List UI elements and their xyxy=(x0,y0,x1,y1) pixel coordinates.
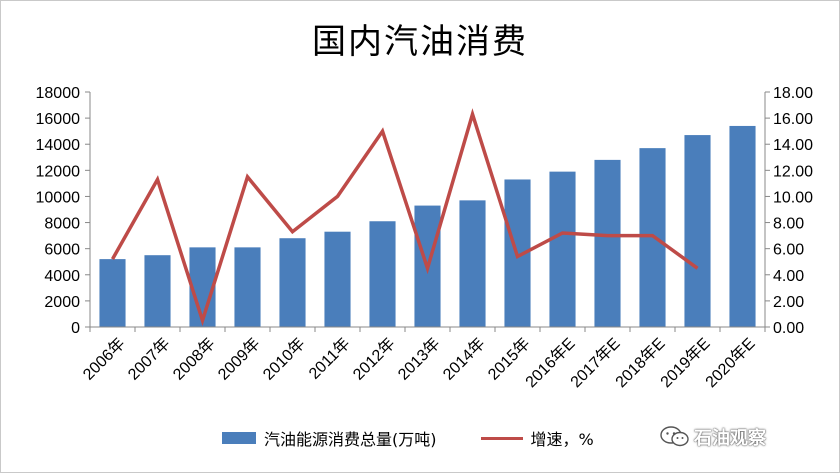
right-tick-label: 8.00 xyxy=(773,216,804,233)
right-tick-label: 6.00 xyxy=(773,242,804,259)
x-tick-label: 2008年 xyxy=(169,334,218,383)
left-tick-label: 2000 xyxy=(44,294,80,311)
x-tick-label: 2009年 xyxy=(214,334,263,383)
x-tick-label: 2020年E xyxy=(702,334,759,391)
left-tick-label: 10000 xyxy=(36,189,81,206)
bar xyxy=(729,125,756,327)
x-tick-label: 2013年 xyxy=(394,334,443,383)
left-tick-label: 12000 xyxy=(36,163,81,180)
legend-bar-swatch xyxy=(222,432,256,444)
right-tick-label: 4.00 xyxy=(773,268,804,285)
wechat-icon xyxy=(660,426,689,447)
legend-label-growth: 增速，% xyxy=(530,430,594,449)
legend-item-consumption: 汽油能源消费总量(万吨) xyxy=(222,426,437,450)
x-tick-label: 2011年 xyxy=(305,334,353,382)
bar xyxy=(459,200,486,327)
bar xyxy=(99,259,126,327)
legend-label-consumption: 汽油能源消费总量(万吨) xyxy=(264,430,437,449)
growth-line xyxy=(110,108,699,327)
bar xyxy=(369,221,396,327)
bar xyxy=(234,247,261,327)
x-tick-label: 2006年 xyxy=(79,334,128,383)
right-tick-label: 2.00 xyxy=(773,294,804,311)
x-tick-label: 2012年 xyxy=(349,334,398,383)
bar xyxy=(324,231,351,327)
left-tick-label: 18000 xyxy=(36,85,81,102)
bar xyxy=(594,159,621,327)
legend-item-growth: 增速，% xyxy=(480,426,594,450)
chart-title: 国内汽油消费 xyxy=(312,22,528,62)
left-tick-label: 14000 xyxy=(36,137,81,154)
bar xyxy=(549,171,576,327)
bar xyxy=(279,238,306,327)
x-tick-label: 2010年 xyxy=(259,334,308,383)
left-tick-label: 4000 xyxy=(44,268,80,285)
watermark-text: 石油观察 xyxy=(694,428,766,449)
left-tick-label: 0 xyxy=(71,320,80,337)
left-tick-label: 6000 xyxy=(44,242,80,259)
left-tick-label: 16000 xyxy=(36,111,81,128)
right-tick-label: 18.00 xyxy=(773,85,813,102)
right-tick-label: 10.00 xyxy=(773,189,813,206)
right-tick-label: 16.00 xyxy=(773,111,813,128)
x-tick-label: 2007年 xyxy=(124,334,173,383)
right-tick-label: 12.00 xyxy=(773,163,813,180)
bar xyxy=(144,255,171,327)
right-tick-label: 14.00 xyxy=(773,137,813,154)
legend: 汽油能源消费总量(万吨) 增速，% xyxy=(222,426,594,450)
legend-line-swatch xyxy=(480,436,523,440)
right-tick-label: 0.00 xyxy=(773,320,804,337)
x-tick-label: 2014年 xyxy=(439,334,488,383)
left-tick-label: 8000 xyxy=(44,216,80,233)
watermark: 石油观察 xyxy=(660,424,766,450)
bar xyxy=(684,135,711,327)
